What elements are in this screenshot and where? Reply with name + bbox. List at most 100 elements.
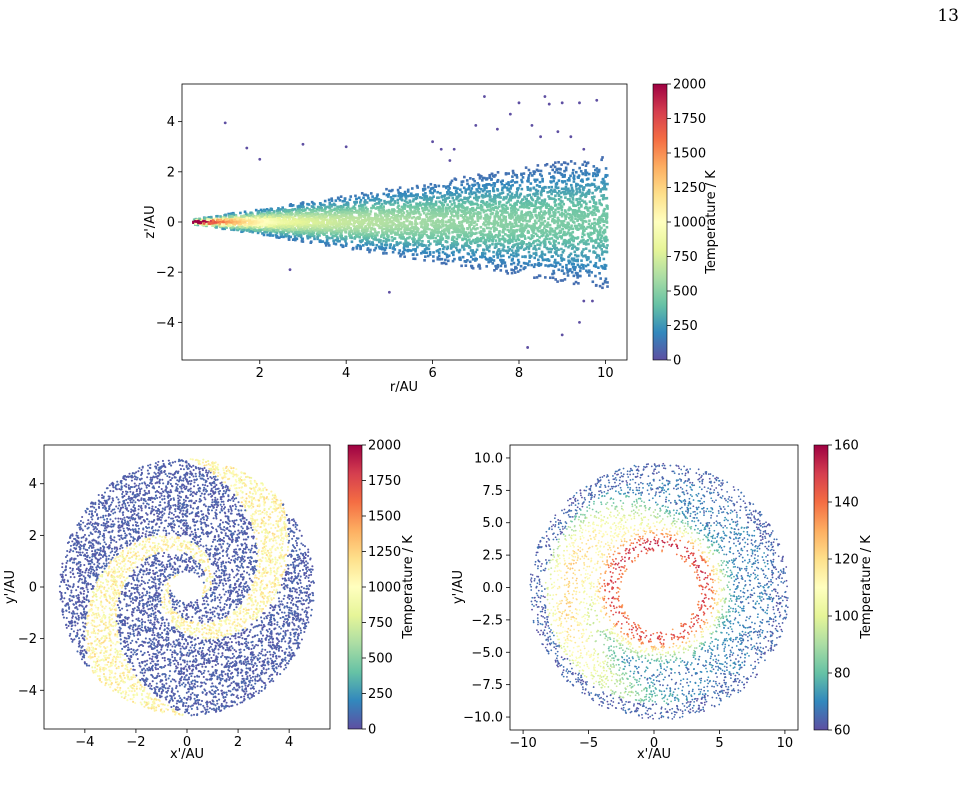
edge-on-point	[403, 227, 407, 230]
edge-on-point	[313, 212, 317, 216]
edge-on-point	[420, 243, 424, 247]
edge-on-point	[287, 230, 291, 234]
edge-on-point	[269, 220, 272, 224]
edge-on-point	[442, 261, 446, 265]
edge-on-point	[389, 189, 393, 193]
edge-on-point	[557, 210, 560, 214]
edge-on-point	[519, 200, 523, 204]
edge-on-point	[492, 259, 496, 262]
edge-on-point	[571, 243, 575, 247]
edge-on-point	[580, 253, 584, 257]
edge-on-point	[359, 207, 362, 211]
edge-on-point	[333, 216, 336, 219]
edge-on-point	[322, 218, 325, 221]
edge-on-point	[492, 200, 496, 203]
edge-on-point	[602, 209, 606, 213]
edge-on-point	[587, 242, 590, 246]
edge-on-point	[563, 190, 566, 194]
edge-on-point	[255, 229, 258, 232]
edge-on-point	[380, 220, 384, 224]
edge-on-point	[489, 212, 493, 216]
edge-on-point	[385, 252, 388, 255]
edge-on-point	[424, 205, 428, 208]
edge-on-point	[595, 209, 599, 212]
edge-on-point	[338, 229, 342, 232]
edge-on-point	[397, 242, 401, 245]
edge-on-point	[441, 250, 445, 254]
edge-on-point	[342, 222, 345, 226]
edge-on-point	[534, 200, 538, 204]
edge-on-point	[538, 173, 542, 176]
edge-on-point	[397, 194, 400, 198]
edge-on-point	[387, 234, 390, 238]
edge-on-point	[438, 221, 441, 224]
edge-on-point	[543, 219, 547, 223]
edge-on-point	[596, 173, 599, 177]
edge-on-point	[439, 191, 442, 195]
edge-on-point	[539, 210, 543, 213]
edge-on-point	[276, 222, 280, 226]
edge-on-point	[400, 231, 403, 234]
edge-on-point	[283, 210, 287, 213]
edge-on-point	[374, 216, 378, 220]
edge-on-point	[509, 227, 513, 231]
edge-on-point	[459, 233, 462, 237]
edge-on-point	[561, 251, 565, 254]
edge-on-point	[594, 261, 598, 265]
edge-on-point	[360, 227, 364, 230]
edge-on-point	[577, 176, 580, 180]
edge-on-point	[412, 240, 416, 244]
edge-on-point	[552, 271, 556, 275]
edge-on-point	[488, 216, 492, 220]
edge-on-point	[287, 235, 291, 239]
edge-on-point	[489, 231, 492, 234]
edge-on-point	[452, 224, 456, 227]
edge-on-point	[239, 222, 242, 225]
edge-on-point	[339, 210, 343, 214]
edge-on-point	[502, 196, 506, 199]
edge-on-point	[568, 179, 571, 182]
edge-on-point	[557, 241, 561, 245]
edge-on-point	[488, 183, 491, 186]
edge-on-point	[501, 179, 504, 183]
edge-on-point	[393, 248, 397, 251]
edge-on-point	[495, 251, 499, 254]
edge-on-point	[518, 234, 522, 237]
edge-on-point	[308, 235, 312, 239]
edge-on-point	[366, 210, 369, 213]
edge-on-point	[468, 238, 471, 241]
edge-on-point	[209, 218, 212, 222]
edge-on-point	[466, 227, 469, 230]
edge-on-point	[477, 195, 481, 199]
edge-on-point	[597, 168, 601, 172]
edge-on-point	[598, 228, 602, 232]
edge-on-point	[530, 236, 534, 240]
edge-on-point	[330, 214, 334, 218]
edge-on-point	[606, 207, 609, 210]
edge-on-point	[503, 240, 506, 243]
edge-on-point	[280, 208, 283, 211]
edge-on-point	[405, 210, 409, 213]
edge-on-point	[599, 188, 603, 191]
edge-on-point	[499, 243, 503, 247]
edge-on-point	[341, 220, 345, 224]
edge-on-point	[347, 225, 351, 228]
edge-on-point	[418, 239, 421, 242]
edge-on-point	[271, 223, 275, 226]
edge-on-point	[538, 197, 541, 200]
edge-on-point	[194, 222, 197, 225]
edge-on-point	[562, 272, 566, 275]
edge-on-point	[510, 259, 514, 262]
edge-on-point	[564, 239, 568, 243]
edge-on-point	[515, 176, 519, 179]
edge-on-point	[580, 205, 583, 208]
edge-on-point	[511, 257, 514, 261]
edge-on-point	[570, 257, 574, 261]
edge-on-point	[325, 235, 328, 239]
edge-on-point	[318, 240, 322, 243]
edge-on-point	[478, 211, 482, 215]
edge-on-point	[511, 234, 515, 237]
edge-on-point	[591, 213, 594, 217]
edge-on-point	[584, 227, 588, 230]
edge-on-point	[409, 212, 412, 215]
